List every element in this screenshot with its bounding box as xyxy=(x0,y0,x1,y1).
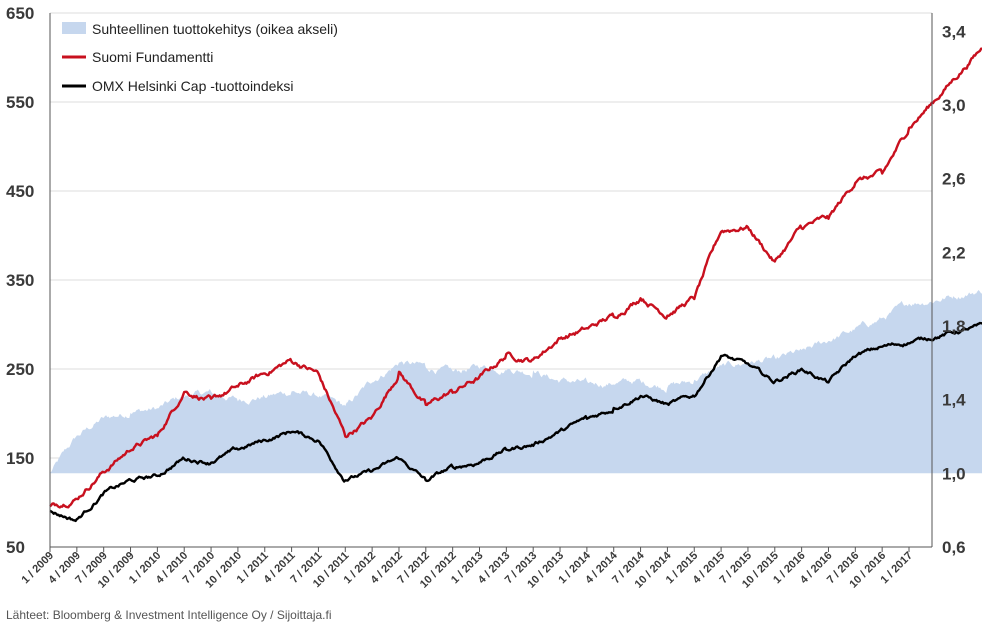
right-axis-tick-label: 1,4 xyxy=(942,391,966,410)
series-area-relative-performance xyxy=(50,290,982,474)
left-axis-tick-label: 450 xyxy=(6,182,34,201)
right-axis-tick-label: 3,4 xyxy=(942,22,966,41)
legend-label: Suhteellinen tuottokehitys (oikea akseli… xyxy=(92,21,338,37)
series-line-suomi-fundamentti xyxy=(49,47,982,509)
left-axis-tick-label: 550 xyxy=(6,93,34,112)
left-axis-tick-labels: 650 550 450 350 250 150 50 xyxy=(6,4,34,557)
right-axis-tick-label: 1,0 xyxy=(942,464,966,483)
axes xyxy=(49,13,933,548)
legend: Suhteellinen tuottokehitys (oikea akseli… xyxy=(62,21,338,94)
left-axis-tick-label: 350 xyxy=(6,271,34,290)
source-note: Lähteet: Bloomberg & Investment Intellig… xyxy=(6,608,332,622)
right-axis-tick-label: 2,2 xyxy=(942,243,966,262)
right-axis-tick-label: 1,8 xyxy=(942,317,966,336)
legend-swatch-area xyxy=(62,22,86,34)
left-axis-tick-label: 150 xyxy=(6,449,34,468)
series-lines-layer xyxy=(49,47,982,523)
right-axis-tick-labels: 3,4 3,0 2,6 2,2 1,8 1,4 1,0 0,6 xyxy=(942,22,966,557)
left-axis-tick-label: 250 xyxy=(6,360,34,379)
relative-performance-area-layer xyxy=(50,290,982,474)
right-axis-tick-label: 0,6 xyxy=(942,538,966,557)
legend-label: OMX Helsinki Cap -tuottoindeksi xyxy=(92,78,294,94)
right-axis-tick-label: 3,0 xyxy=(942,96,966,115)
right-axis-tick-label: 2,6 xyxy=(942,170,966,189)
legend-label: Suomi Fundamentti xyxy=(92,49,213,65)
left-axis-tick-label: 650 xyxy=(6,4,34,23)
series-line-omx-helsinki-cap xyxy=(49,321,982,523)
left-axis-tick-label: 50 xyxy=(6,538,25,557)
